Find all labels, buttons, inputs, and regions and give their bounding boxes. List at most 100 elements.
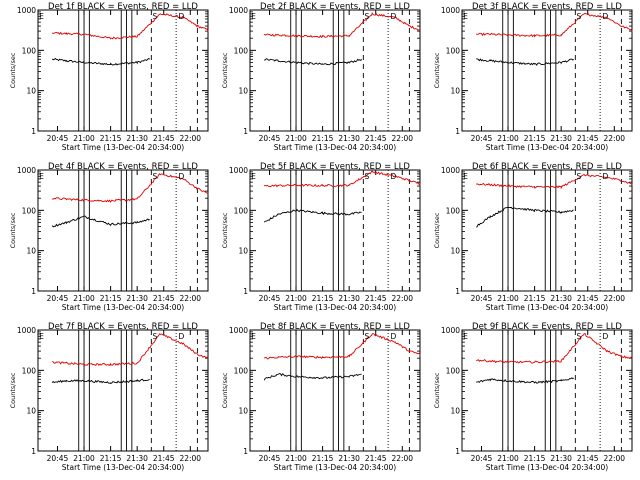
- y-tick-label: 100: [234, 46, 249, 55]
- events-series-line: [263, 373, 362, 381]
- detector-panel: [37, 329, 209, 452]
- x-tick-label: 20:45: [259, 134, 281, 143]
- y-axis-label: Counts/sec: [221, 212, 229, 248]
- y-tick-label: 10: [238, 87, 248, 96]
- chart-title: Det 2f BLACK = Events, RED = LLD: [260, 2, 410, 12]
- y-tick-label: 10: [26, 87, 36, 96]
- annotation-label: D: [391, 332, 397, 341]
- events-series-line: [264, 58, 362, 66]
- annotation-label: D: [179, 12, 185, 21]
- lld-series-line: [263, 333, 421, 360]
- annotation-label: E: [463, 12, 468, 21]
- y-tick-label: 10: [238, 247, 248, 256]
- annotation-label: D: [179, 172, 185, 181]
- x-tick-label: 21:45: [365, 134, 387, 143]
- x-tick-label: 21:30: [338, 134, 360, 143]
- x-tick-label: 21:45: [153, 134, 175, 143]
- lld-series-line: [51, 13, 209, 40]
- y-tick-label: 10: [238, 407, 248, 416]
- chart-title: Det 7f BLACK = Events, RED = LLD: [48, 322, 198, 332]
- y-axis-label: Counts/sec: [9, 52, 17, 88]
- chart-title: Det 6f BLACK = Events, RED = LLD: [472, 162, 622, 172]
- chart-title: Det 9f BLACK = Events, RED = LLD: [472, 322, 622, 332]
- detector-panel: [461, 329, 633, 452]
- x-tick-label: 21:00: [285, 454, 307, 463]
- y-tick-label: 1000: [441, 6, 460, 15]
- plot-frame: [37, 329, 209, 452]
- plot-frame: [249, 329, 421, 452]
- chart-title: Det 1f BLACK = Events, RED = LLD: [48, 2, 198, 12]
- lld-series-line: [51, 333, 209, 367]
- x-tick-label: 21:00: [285, 134, 307, 143]
- y-tick-label: 10: [450, 247, 460, 256]
- y-tick-label: 1000: [441, 166, 460, 175]
- y-tick-label: 1000: [17, 326, 36, 335]
- y-tick-label: 100: [22, 366, 37, 375]
- y-axis-label: Counts/sec: [221, 52, 229, 88]
- x-tick-label: 21:00: [73, 294, 95, 303]
- x-tick-label: 22:00: [391, 454, 413, 463]
- x-tick-label: 20:45: [259, 454, 281, 463]
- y-tick-label: 1: [243, 447, 248, 456]
- plot-frame: [249, 9, 421, 132]
- chart-title: Det 3f BLACK = Events, RED = LLD: [472, 2, 622, 12]
- y-tick-label: 1000: [229, 326, 248, 335]
- x-tick-label: 20:45: [47, 454, 69, 463]
- x-tick-label: 20:45: [47, 134, 69, 143]
- x-tick-label: 20:45: [471, 134, 493, 143]
- annotation-label: S: [364, 172, 369, 181]
- x-tick-label: 21:30: [126, 294, 148, 303]
- x-tick-label: 21:45: [577, 454, 599, 463]
- x-axis-label: Start Time (13-Dec-04 20:34:00): [486, 143, 608, 152]
- annotation-label: E: [251, 332, 256, 341]
- y-tick-label: 1: [455, 127, 460, 136]
- annotation-label: E: [463, 172, 468, 181]
- x-tick-label: 21:45: [577, 134, 599, 143]
- y-tick-label: 100: [22, 206, 37, 215]
- y-axis-label: Counts/sec: [9, 372, 17, 408]
- lld-series-line: [263, 170, 421, 188]
- events-series-line: [51, 57, 150, 66]
- x-axis-label: Start Time (13-Dec-04 20:34:00): [62, 303, 184, 312]
- annotation-label: D: [391, 172, 397, 181]
- plot-frame: [249, 169, 421, 292]
- chart-title: Det 5f BLACK = Events, RED = LLD: [260, 162, 410, 172]
- detector-panel: [461, 169, 633, 292]
- annotation-label: S: [364, 12, 369, 21]
- annotation-label: S: [576, 172, 581, 181]
- annotation-label: S: [152, 172, 157, 181]
- y-axis-label: Counts/sec: [433, 372, 441, 408]
- y-axis-label: Counts/sec: [433, 52, 441, 88]
- y-tick-label: 1: [455, 447, 460, 456]
- x-tick-label: 21:15: [524, 134, 546, 143]
- events-series-line: [476, 58, 574, 66]
- detector-panel: [249, 9, 421, 132]
- lld-series-line: [476, 12, 633, 38]
- x-tick-label: 20:45: [471, 294, 493, 303]
- y-tick-label: 100: [446, 46, 461, 55]
- x-tick-label: 21:45: [153, 294, 175, 303]
- y-tick-label: 10: [450, 87, 460, 96]
- detector-panel: [37, 169, 209, 292]
- y-tick-label: 100: [446, 206, 461, 215]
- x-tick-label: 21:00: [497, 454, 519, 463]
- annotation-label: E: [251, 172, 256, 181]
- x-tick-label: 21:00: [285, 294, 307, 303]
- plot-frame: [37, 169, 209, 292]
- detector-panel: [249, 169, 421, 292]
- plot-frame: [37, 9, 209, 132]
- x-tick-label: 21:00: [73, 454, 95, 463]
- lld-series-line: [263, 12, 421, 38]
- x-tick-label: 21:00: [497, 294, 519, 303]
- x-tick-label: 21:15: [524, 294, 546, 303]
- y-tick-label: 1000: [17, 6, 36, 15]
- annotation-label: S: [576, 12, 581, 21]
- y-axis-label: Counts/sec: [433, 212, 441, 248]
- events-series-line: [263, 208, 362, 223]
- annotation-label: D: [391, 12, 397, 21]
- x-tick-label: 21:15: [100, 454, 122, 463]
- x-tick-label: 22:00: [391, 294, 413, 303]
- y-tick-label: 10: [26, 247, 36, 256]
- x-tick-label: 22:00: [179, 294, 201, 303]
